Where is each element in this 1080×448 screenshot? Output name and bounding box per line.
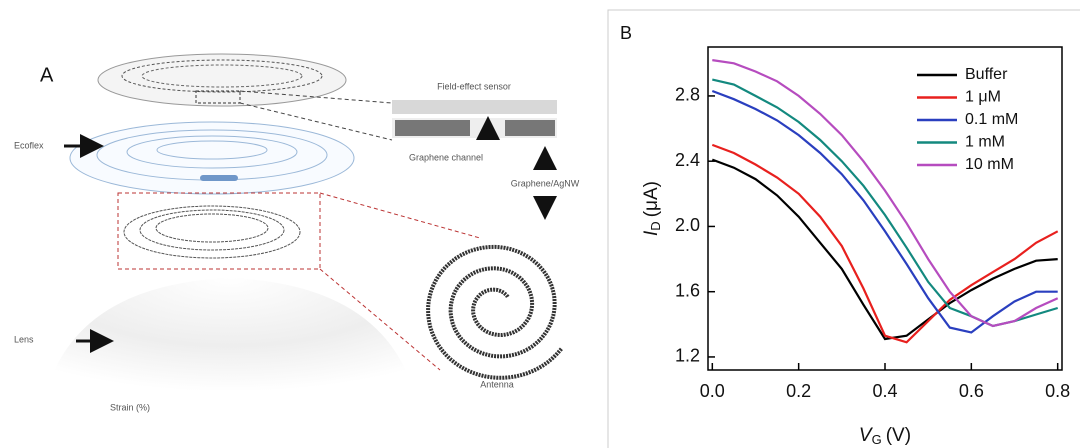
sensor-layer: [97, 53, 347, 107]
ecoflex-label: Ecoflex: [14, 140, 44, 150]
x-axis-title-symbol: V: [859, 425, 874, 446]
panel-a: A Field-effect sensor Graphene channel G…: [14, 53, 580, 420]
y-tick-label: 2.4: [675, 150, 700, 170]
y-tick-label: 2.8: [675, 85, 700, 105]
y-axis-title: ID (μA): [641, 181, 663, 236]
x-tick-label: 0.4: [872, 381, 897, 401]
x-tick-label: 0.8: [1045, 381, 1070, 401]
graphene-pattern: [395, 120, 470, 136]
zoom-line: [239, 90, 393, 104]
zoom-box: [117, 192, 321, 270]
y-axis-title-unit: (μA): [641, 181, 662, 217]
zoom-line: [319, 268, 441, 371]
legend-label: Buffer: [965, 66, 1008, 83]
y-tick-label: 2.0: [675, 215, 700, 235]
electrode-label: Graphene/AgNW: [511, 178, 580, 188]
x-tick-label: 0.0: [700, 381, 725, 401]
chart: 1.2 1.6 2.0 2.4 2.8 0.0 0.2 0.4 0.6 0.8 Buffer 1 μM…: [641, 46, 1070, 447]
panel-border: [607, 9, 1080, 448]
antenna-ring: [123, 205, 301, 259]
strain-label: Strain (%): [110, 402, 150, 412]
plot-frame: [707, 46, 1063, 371]
data-line: [711, 143, 1059, 344]
zoom-box: [195, 90, 241, 104]
lens-label: Lens: [14, 334, 34, 344]
antenna-spiral: [426, 244, 563, 380]
y-tick-label: 1.6: [675, 280, 700, 300]
ecoflex-ring: [156, 140, 268, 160]
channel-label: Graphene channel: [409, 152, 483, 162]
legend-label: 10 mM: [965, 156, 1014, 173]
panel-letter: A: [40, 64, 54, 86]
x-axis-title: VG (V): [859, 425, 911, 447]
panel-letter: B: [620, 23, 632, 43]
sensor-ring: [141, 64, 303, 88]
data-line: [712, 59, 1059, 328]
y-axis-title-symbol: I: [641, 230, 662, 236]
ecoflex-layer: [69, 121, 355, 195]
contact: [200, 175, 238, 181]
legend-label: 0.1 mM: [965, 111, 1018, 128]
spiral-trace: [426, 244, 563, 380]
lens: [40, 278, 420, 420]
x-axis-title-subscript: G: [872, 432, 882, 447]
x-tick-label: 0.6: [959, 381, 984, 401]
x-tick-label: 0.2: [786, 381, 811, 401]
legend-label: 1 μM: [965, 89, 1001, 106]
zoom-line: [239, 102, 393, 141]
sensor-label: Field-effect sensor: [437, 81, 511, 91]
sensor-ring: [121, 59, 323, 93]
data-line: [711, 158, 1058, 341]
zoom-line: [319, 192, 481, 239]
graphene-pattern: [505, 120, 555, 136]
data-line: [711, 89, 1058, 334]
ecoflex-ring: [126, 135, 298, 169]
y-axis-title-subscript: D: [648, 221, 663, 230]
sensor-slab: [392, 100, 557, 114]
antenna-label: Antenna: [480, 379, 514, 389]
x-axis-title-unit: (V): [886, 425, 911, 446]
legend-label: 1 mM: [965, 134, 1005, 151]
y-tick-label: 1.2: [675, 346, 700, 366]
antenna-ring: [139, 209, 285, 251]
antenna-ring: [155, 213, 269, 243]
